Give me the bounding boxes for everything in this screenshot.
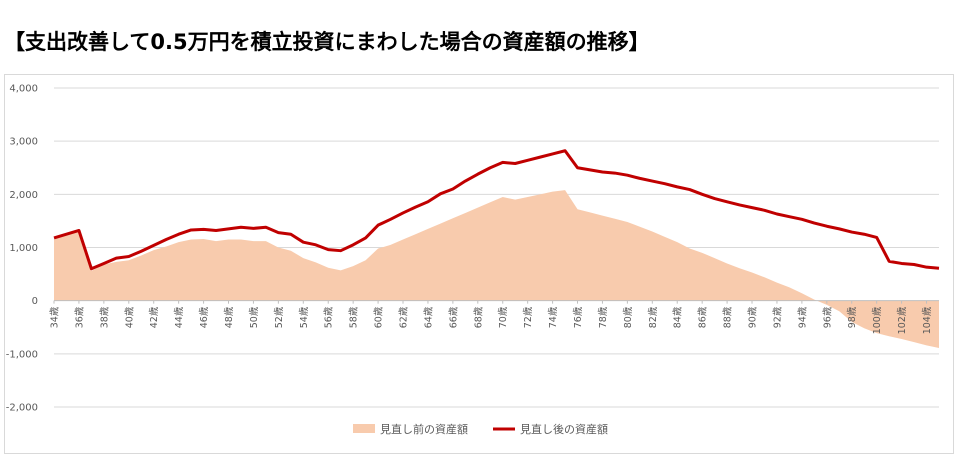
x-tick-label: 98歳	[846, 306, 858, 328]
x-tick-label: 40歳	[123, 306, 135, 328]
chart-frame	[4, 74, 954, 454]
x-tick-label: 62歳	[398, 306, 410, 328]
chart-title: 【支出改善して0.5万円を積立投資にまわした場合の資産額の推移】	[4, 30, 650, 54]
x-tick-label: 42歳	[148, 306, 160, 328]
x-tick-label: 102歳	[896, 306, 908, 334]
x-tick-label: 70歳	[497, 306, 509, 328]
x-tick-label: 96歳	[821, 306, 833, 328]
y-tick-label: 0	[32, 296, 38, 307]
legend-label-after: 見直し後の資産額	[520, 422, 608, 436]
x-tick-label: 78歳	[597, 306, 609, 328]
x-tick-label: 104歳	[921, 306, 933, 334]
x-tick-label: 54歳	[298, 306, 310, 328]
y-tick-label: 1,000	[9, 243, 38, 254]
x-tick-label: 48歳	[223, 306, 235, 328]
x-tick-label: 100歳	[871, 306, 883, 334]
y-tick-label: -1,000	[6, 349, 38, 360]
x-tick-label: 60歳	[373, 306, 385, 328]
legend: 見直し前の資産額 見直し後の資産額	[353, 422, 608, 436]
x-tick-label: 88歳	[722, 306, 734, 328]
y-axis-ticks: 4,000 3,000 2,000 1,000 0 -1,000 -2,000	[6, 84, 38, 414]
x-tick-label: 52歳	[273, 306, 285, 328]
x-tick-label: 74歳	[547, 306, 559, 328]
x-tick-label: 64歳	[422, 306, 434, 328]
legend-swatch-before	[353, 424, 375, 433]
x-tick-label: 76歳	[572, 306, 584, 328]
x-tick-label: 80歳	[622, 306, 634, 328]
y-tick-label: 4,000	[9, 84, 38, 95]
line-series-after	[53, 149, 940, 271]
x-tick-label: 46歳	[198, 306, 210, 328]
y-tick-label: -2,000	[6, 403, 38, 414]
x-tick-label: 58歳	[348, 306, 360, 328]
x-tick-label: 44歳	[173, 306, 185, 328]
gridlines	[54, 87, 939, 408]
x-tick-label: 82歳	[647, 306, 659, 328]
x-axis-ticks: 34歳 36歳 38歳 40歳 42歳 44歳 46歳 48歳 50歳 52歳 54歳 56歳 58歳 6…	[49, 300, 933, 334]
x-tick-label: 86歳	[697, 306, 709, 328]
x-tick-label: 34歳	[49, 306, 61, 328]
x-tick-label: 68歳	[472, 306, 484, 328]
x-tick-label: 50歳	[248, 306, 260, 328]
legend-label-before: 見直し前の資産額	[380, 422, 468, 436]
x-tick-label: 90歳	[747, 306, 759, 328]
x-tick-label: 92歳	[771, 306, 783, 328]
x-tick-label: 66歳	[447, 306, 459, 328]
x-tick-label: 72歳	[522, 306, 534, 328]
y-tick-label: 2,000	[9, 190, 38, 201]
x-tick-label: 38歳	[98, 306, 110, 328]
y-tick-label: 3,000	[9, 137, 38, 148]
x-tick-label: 84歳	[672, 306, 684, 328]
area-series-before	[54, 190, 939, 348]
x-tick-label: 36歳	[73, 306, 85, 328]
x-tick-label: 94歳	[796, 306, 808, 328]
x-tick-label: 56歳	[323, 306, 335, 328]
